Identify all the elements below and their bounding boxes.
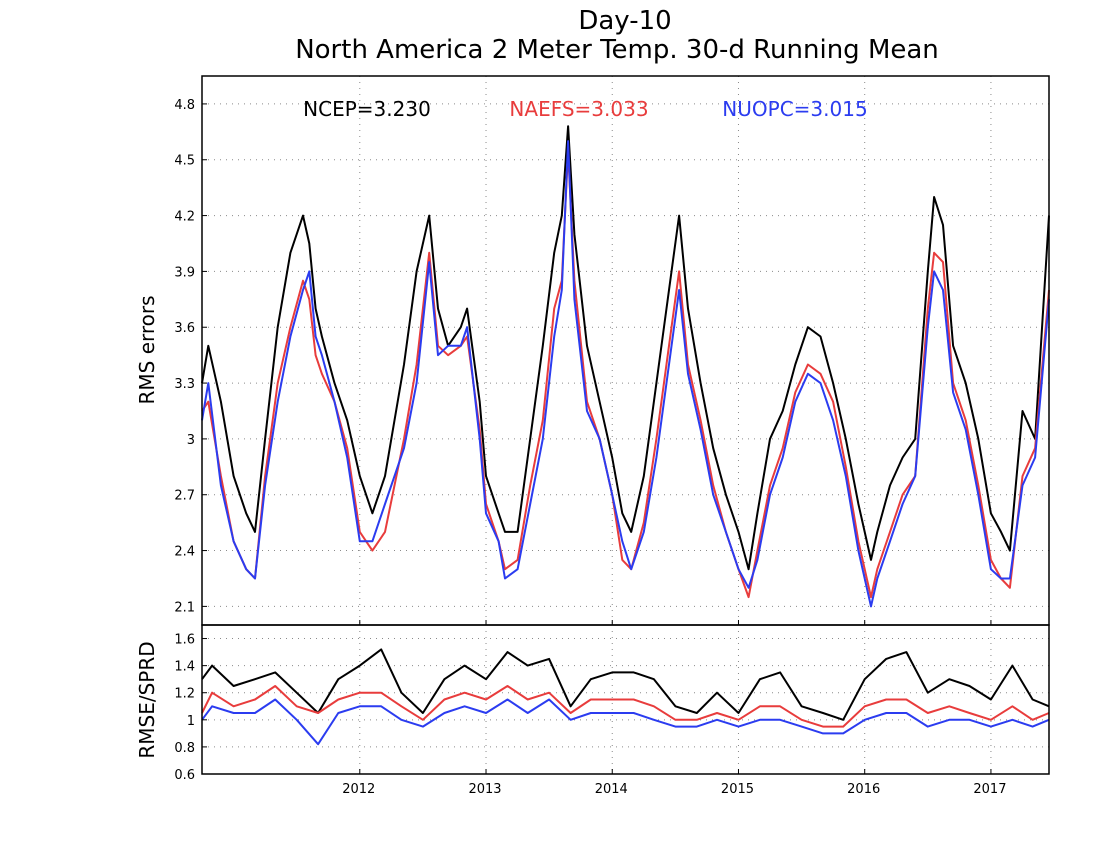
ratio-ytick-label: 1.2 (174, 687, 195, 702)
ratio-ytick-label: 1 (187, 714, 195, 729)
ratio-ytick-label: 0.8 (174, 741, 195, 756)
rmse-sprd-panel: 0.60.811.21.41.6 2012 2013 2014 2015 2016 201… (135, 624, 1050, 797)
xtick-label-2013: 2013 (468, 782, 501, 797)
ratio-series-ncep (201, 648, 1050, 721)
ratio-series (201, 648, 1050, 746)
rms-ytick-label: 3.3 (174, 377, 195, 392)
rms-ytick-label: 2.7 (174, 489, 195, 504)
xtick-label-2014: 2014 (595, 782, 628, 797)
ratio-y-ticks: 0.6 0.8 1 1.2 1.4 1.6 (174, 633, 207, 783)
legend-nuopc: NUOPC=3.015 (722, 97, 867, 121)
legend-ncep: NCEP=3.230 (303, 97, 431, 121)
rms-ytick-label: 4.8 (174, 98, 195, 113)
rms-ytick-label: 4.2 (174, 210, 195, 225)
rms-series (201, 125, 1050, 608)
rms-ytick-label: 3.6 (174, 321, 195, 336)
chart-title-line1: Day-10 (578, 6, 671, 36)
rms-ytick-label: 2.4 (174, 545, 195, 560)
rms-ytick-label: 3.9 (174, 265, 195, 280)
ratio-grid (202, 625, 1049, 775)
chart-title-line2: North America 2 Meter Temp. 30-d Running… (295, 35, 939, 65)
xtick-label-2012: 2012 (342, 782, 375, 797)
x-axis-ticks: 2012 2013 2014 2015 2016 2017 (342, 782, 1006, 797)
xtick-label-2015: 2015 (721, 782, 754, 797)
rms-y-axis-label: RMS errors (135, 295, 159, 404)
rms-ytick-label: 3 (187, 433, 195, 448)
rms-series-naefs (201, 149, 1050, 599)
rms-errors-panel: 2.12.42.733.33.63.94.24.54.8 NCEP=3.230 N… (135, 75, 1050, 626)
rms-legend: NCEP=3.230 NAEFS=3.033 NUOPC=3.015 (303, 97, 868, 121)
rms-y-ticks: 2.1 2.4 2.7 3 3.3 3.6 3.9 4.2 4.5 4.8 (174, 98, 207, 615)
legend-naefs: NAEFS=3.033 (509, 97, 648, 121)
xtick-label-2016: 2016 (847, 782, 880, 797)
ratio-series-nuopc (201, 698, 1050, 746)
xtick-label-2017: 2017 (973, 782, 1006, 797)
ratio-y-axis-label: RMSE/SPRD (135, 641, 159, 758)
ratio-plot-frame (201, 624, 1050, 775)
rms-series-nuopc (201, 140, 1050, 608)
rms-ytick-label: 4.5 (174, 154, 195, 169)
ratio-ytick-label: 0.6 (174, 768, 195, 783)
rms-ytick-label: 2.1 (174, 600, 195, 615)
ratio-ytick-label: 1.6 (174, 633, 195, 648)
rms-grid (202, 76, 1049, 625)
ratio-series-naefs (201, 685, 1050, 728)
ratio-ytick-label: 1.4 (174, 660, 195, 675)
rms-series-ncep (201, 125, 1050, 571)
